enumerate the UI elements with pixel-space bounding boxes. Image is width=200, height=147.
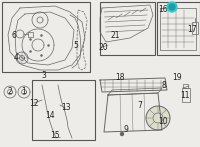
- Text: 5: 5: [74, 41, 78, 50]
- Circle shape: [146, 106, 170, 130]
- Text: 19: 19: [172, 74, 182, 82]
- Bar: [157, 2, 200, 55]
- Bar: [100, 2, 155, 55]
- Bar: [32, 80, 95, 140]
- Text: 10: 10: [158, 117, 168, 127]
- Text: 17: 17: [187, 25, 197, 35]
- Text: 14: 14: [45, 111, 55, 120]
- Text: 7: 7: [138, 101, 142, 110]
- Text: 9: 9: [124, 126, 128, 135]
- Text: 6: 6: [12, 30, 16, 40]
- Circle shape: [169, 4, 175, 10]
- Text: 16: 16: [158, 5, 168, 15]
- Text: 1: 1: [22, 87, 26, 96]
- Text: 12: 12: [29, 98, 39, 107]
- Bar: [192, 22, 198, 34]
- Text: 13: 13: [61, 102, 71, 112]
- Text: 18: 18: [115, 74, 125, 82]
- Bar: [182, 88, 190, 102]
- Text: 11: 11: [180, 91, 190, 100]
- Text: 3: 3: [42, 71, 46, 81]
- Text: 8: 8: [162, 81, 166, 90]
- Circle shape: [120, 132, 124, 136]
- Bar: [28, 31, 33, 36]
- Text: 2: 2: [8, 87, 12, 96]
- Circle shape: [167, 2, 177, 12]
- Text: 20: 20: [98, 44, 108, 52]
- Text: 4: 4: [14, 52, 18, 61]
- Text: 21: 21: [110, 30, 120, 40]
- Text: 15: 15: [50, 131, 60, 140]
- Bar: [2, 2, 90, 72]
- Bar: [183, 84, 188, 88]
